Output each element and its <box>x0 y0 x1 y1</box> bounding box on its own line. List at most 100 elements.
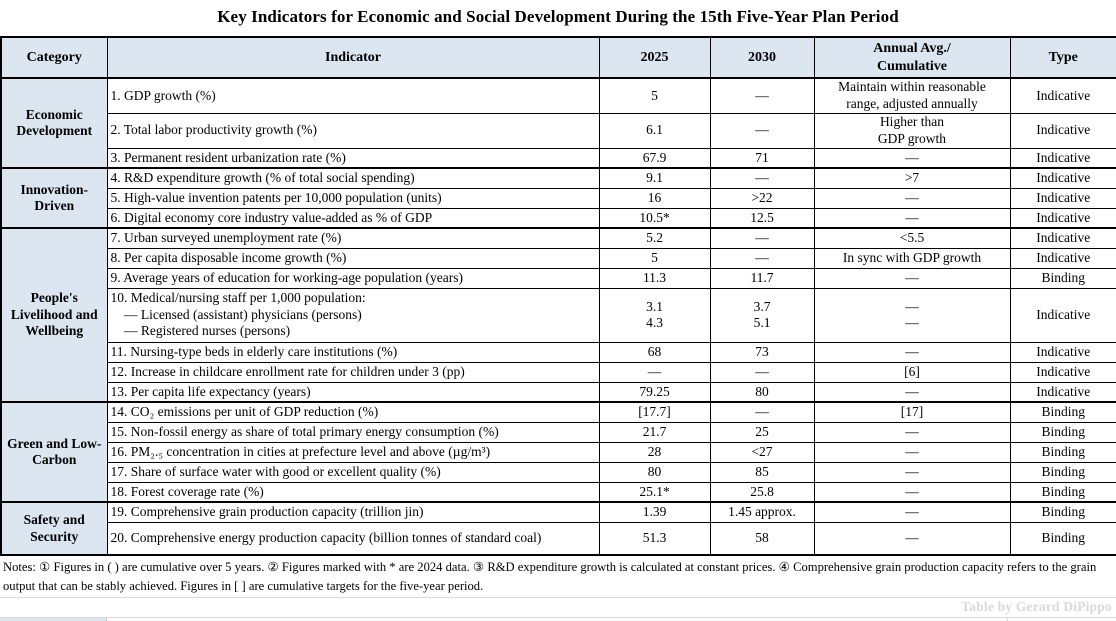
value-2030: — <box>709 167 815 189</box>
table-row: Safety and Security 19. Comprehensive gr… <box>0 501 1116 556</box>
value-2030: 11.7 <box>709 267 815 289</box>
value-2025: 25.1* <box>598 481 711 503</box>
table-row: 6. Digital economy core industry value-a… <box>1 207 1116 229</box>
value-2025: [17.7] <box>598 401 711 423</box>
table-row: 5. High-value invention patents per 10,0… <box>1 187 1116 209</box>
value-annual: — <box>813 421 1011 443</box>
value-2025: — <box>598 361 711 383</box>
value-2030: 73 <box>709 341 815 363</box>
value-2025: 11.3 <box>598 267 711 289</box>
indicator-cell: 4. R&D expenditure growth (% of total so… <box>106 167 600 189</box>
credit-watermark: Table by Gerard DiPippo <box>961 599 1112 614</box>
value-annual: — <box>813 501 1011 523</box>
value-2025: 28 <box>598 441 711 463</box>
value-2030: — <box>709 401 815 423</box>
table-row: 9. Average years of education for workin… <box>1 267 1116 289</box>
value-2025: 79.25 <box>598 381 711 403</box>
value-2030: 85 <box>709 461 815 483</box>
value-type: Binding <box>1009 401 1116 423</box>
value-2025: 16 <box>598 187 711 209</box>
value-2025: 67.9 <box>598 147 711 169</box>
col-header-annual: Annual Avg./ Cumulative <box>813 36 1011 79</box>
indicator-cell: 15. Non-fossil energy as share of total … <box>106 421 600 443</box>
value-2025: 9.1 <box>598 167 711 189</box>
table-row: 11. Nursing-type beds in elderly care in… <box>1 341 1116 363</box>
value-2025: 3.1 4.3 <box>598 287 711 343</box>
col-header-indicator: Indicator <box>106 36 600 79</box>
value-annual: — <box>813 147 1011 169</box>
value-2030: 71 <box>709 147 815 169</box>
value-annual: — — <box>813 287 1011 343</box>
col-header-2030: 2030 <box>709 36 815 79</box>
indicator-cell: 20. Comprehensive energy production capa… <box>106 521 600 556</box>
value-annual: — <box>813 267 1011 289</box>
value-annual: — <box>813 521 1011 556</box>
indicator-cell: 10. Medical/nursing staff per 1,000 popu… <box>106 287 600 343</box>
table-row: Innovation-Driven 4. R&D expenditure gro… <box>0 167 1116 229</box>
value-annual: [17] <box>813 401 1011 423</box>
indicator-cell: 14. CO₂ emissions per unit of GDP reduct… <box>106 401 600 423</box>
value-type: Binding <box>1009 481 1116 503</box>
gridline-segment <box>1007 618 1008 621</box>
value-type: Indicative <box>1009 147 1116 169</box>
indicator-cell: 2. Total labor productivity growth (%) <box>106 112 600 149</box>
value-2025: 6.1 <box>598 112 711 149</box>
value-2030: — <box>709 361 815 383</box>
col-header-category: Category <box>0 36 108 79</box>
indicator-cell: 6. Digital economy core industry value-a… <box>106 207 600 229</box>
value-type: Binding <box>1009 441 1116 463</box>
value-type: Binding <box>1009 461 1116 483</box>
category-cell-peoples-livelihood: People's Livelihood and Wellbeing <box>0 227 108 403</box>
value-2025: 5 <box>598 247 711 269</box>
table-row: Economic Development 1. GDP growth (%) 5… <box>0 77 1116 169</box>
value-annual: — <box>813 461 1011 483</box>
table-row: 16. PM₂.₅ concentration in cities at pre… <box>1 441 1116 463</box>
value-2030: 25.8 <box>709 481 815 503</box>
col-header-type: Type <box>1009 36 1116 79</box>
value-2030: — <box>709 77 815 114</box>
col-header-2025: 2025 <box>598 36 711 79</box>
value-type: Binding <box>1009 521 1116 556</box>
table-row: Green and Low-Carbon 14. CO₂ emissions p… <box>0 401 1116 503</box>
indicator-cell: 1. GDP growth (%) <box>106 77 600 114</box>
indicator-cell: 5. High-value invention patents per 10,0… <box>106 187 600 209</box>
value-2030: 25 <box>709 421 815 443</box>
value-type: Indicative <box>1009 381 1116 403</box>
indicator-cell: 17. Share of surface water with good or … <box>106 461 600 483</box>
value-2025: 5 <box>598 77 711 114</box>
indicator-cell: 16. PM₂.₅ concentration in cities at pre… <box>106 441 600 463</box>
value-2025: 10.5* <box>598 207 711 229</box>
table-row: 20. Comprehensive energy production capa… <box>1 521 1116 556</box>
table-row: People's Livelihood and Wellbeing 7. Urb… <box>0 227 1116 403</box>
value-2030: 3.7 5.1 <box>709 287 815 343</box>
indicator-cell: 19. Comprehensive grain production capac… <box>106 501 600 523</box>
value-2030: 58 <box>709 521 815 556</box>
value-annual: >7 <box>813 167 1011 189</box>
indicators-table: Category Indicator 2025 2030 Annual Avg.… <box>0 36 1116 556</box>
value-2025: 80 <box>598 461 711 483</box>
indicator-cell: 13. Per capita life expectancy (years) <box>106 381 600 403</box>
value-2030: 12.5 <box>709 207 815 229</box>
table-row: 12. Increase in childcare enrollment rat… <box>1 361 1116 383</box>
category-cell-safety-security: Safety and Security <box>0 501 108 556</box>
value-2025: 5.2 <box>598 227 711 249</box>
value-annual: — <box>813 207 1011 229</box>
value-type: Indicative <box>1009 341 1116 363</box>
category-cell-innovation-driven: Innovation-Driven <box>0 167 108 229</box>
table-row: 17. Share of surface water with good or … <box>1 461 1116 483</box>
value-annual: In sync with GDP growth <box>813 247 1011 269</box>
value-annual: — <box>813 481 1011 503</box>
value-annual: Higher than GDP growth <box>813 112 1011 149</box>
value-2030: >22 <box>709 187 815 209</box>
value-annual: — <box>813 381 1011 403</box>
table-row: 3. Permanent resident urbanization rate … <box>1 147 1116 169</box>
value-type: Indicative <box>1009 287 1116 343</box>
value-2025: 51.3 <box>598 521 711 556</box>
value-2030: — <box>709 112 815 149</box>
category-cell-economic-development: Economic Development <box>0 77 108 169</box>
indicator-cell: 18. Forest coverage rate (%) <box>106 481 600 503</box>
value-2030: 80 <box>709 381 815 403</box>
value-annual: Maintain within reasonable range, adjust… <box>813 77 1011 114</box>
spreadsheet-gridline-band: Table by Gerard DiPippo <box>0 597 1116 618</box>
